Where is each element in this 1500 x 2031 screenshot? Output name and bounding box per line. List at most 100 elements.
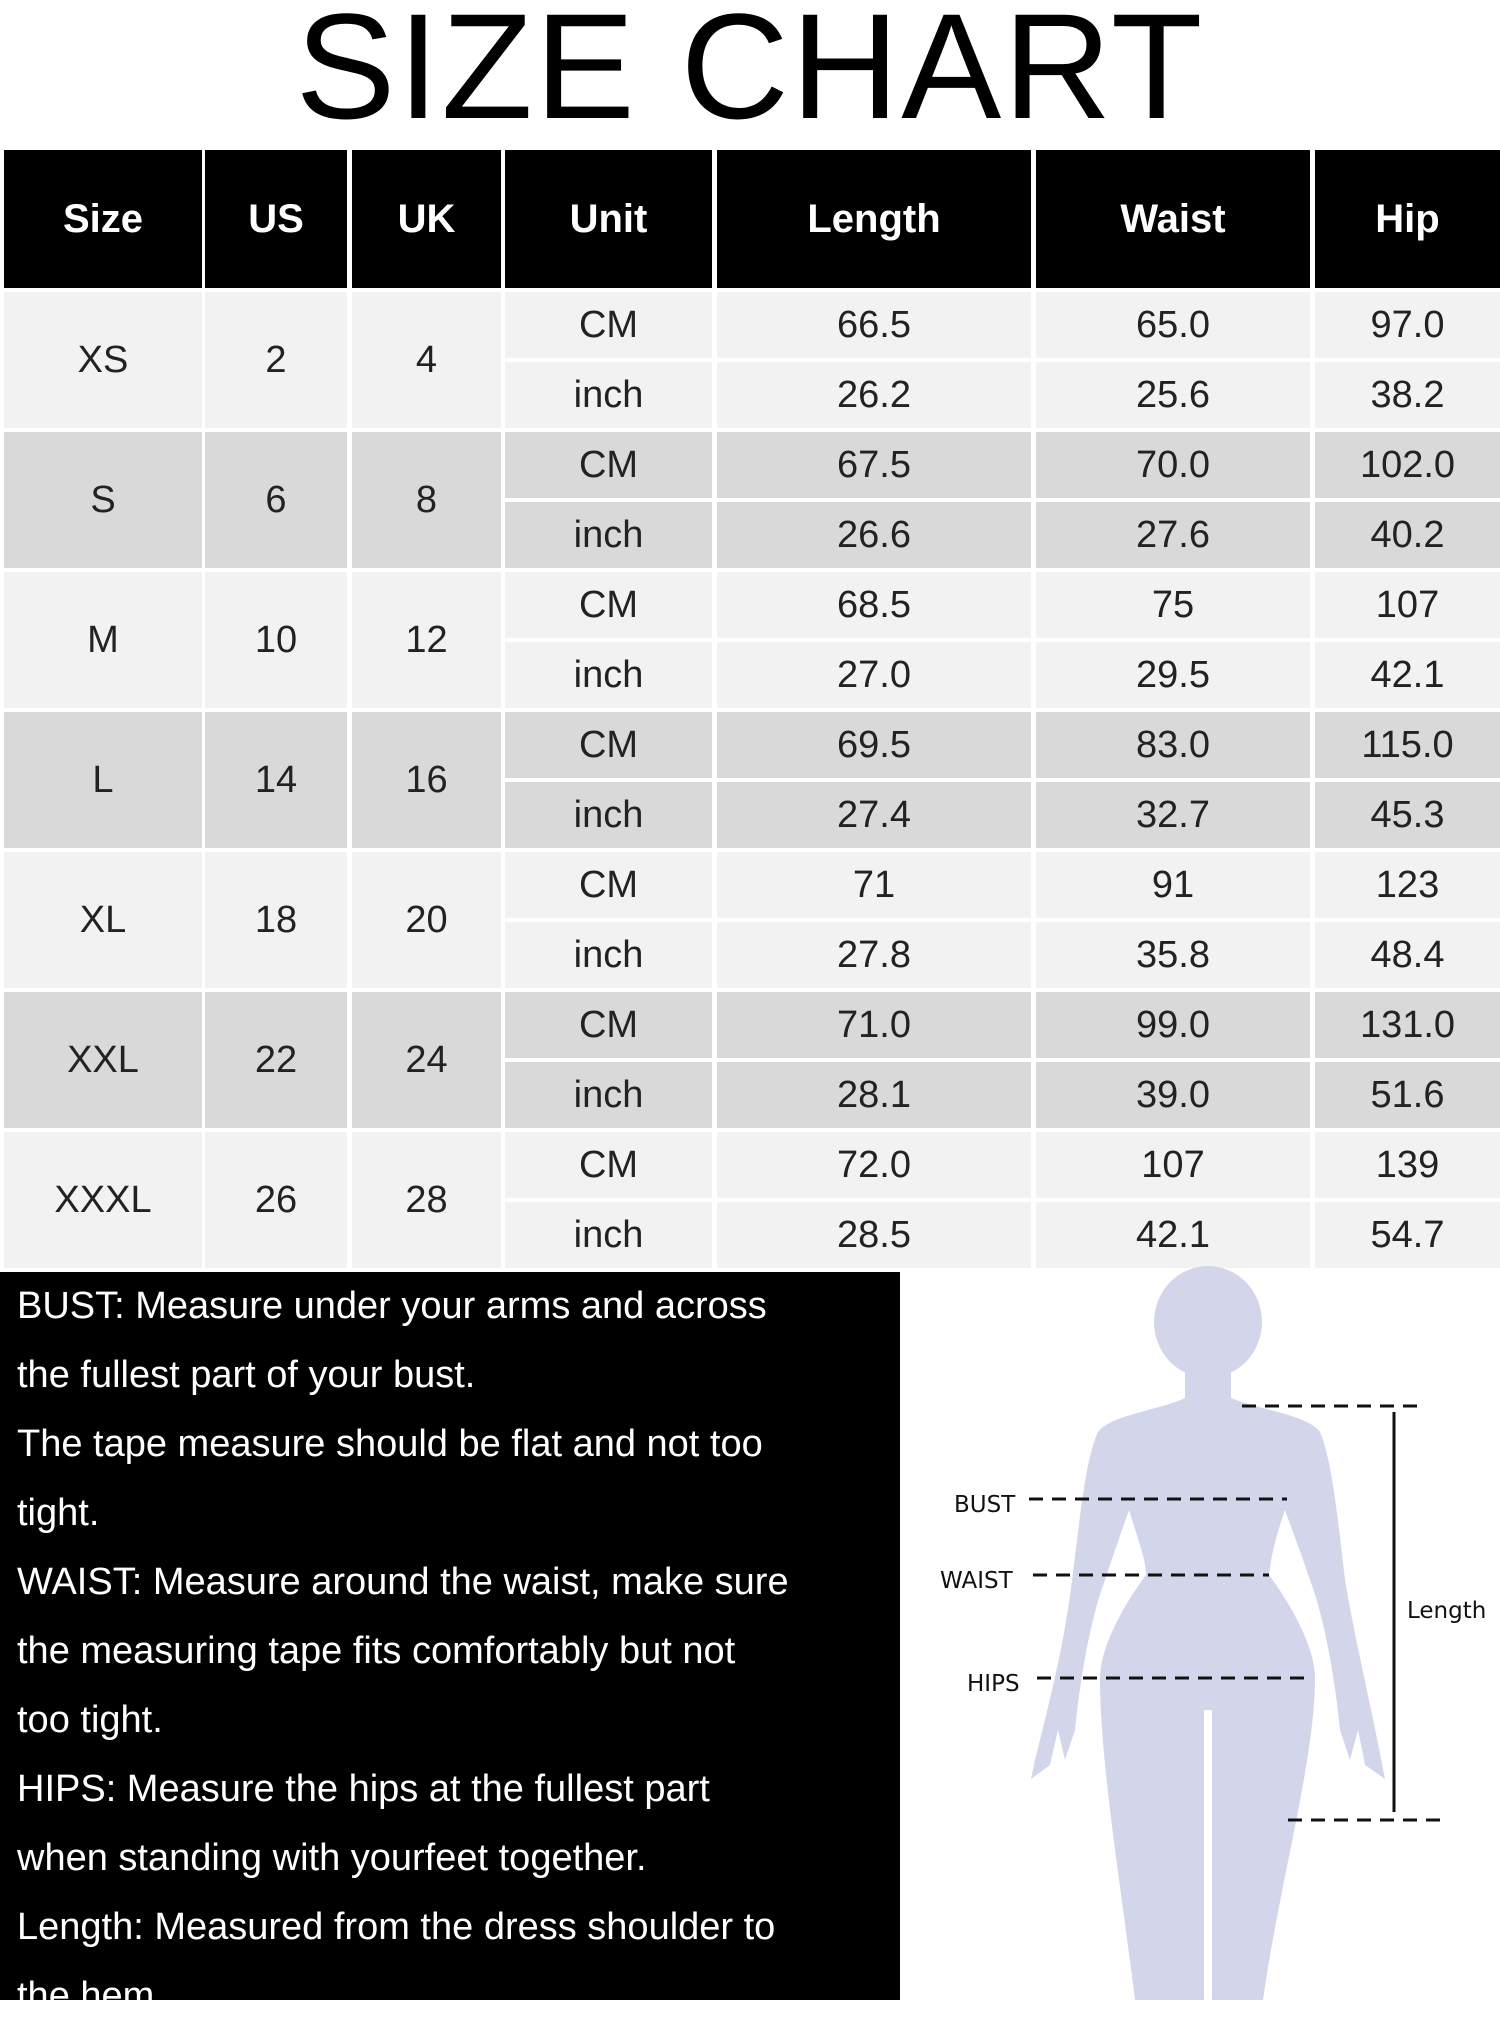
instruction-line: The tape measure should be flat and not … bbox=[17, 1423, 763, 1465]
figure-silhouette bbox=[1031, 1365, 1385, 2000]
body-measurement-figure: BUST WAIST HIPS Length bbox=[940, 1266, 1486, 2000]
cell-waist-cm: 65.0 bbox=[1036, 292, 1310, 358]
instruction-line: too tight. bbox=[17, 1699, 163, 1741]
instruction-line: BUST: Measure under your arms and across bbox=[17, 1285, 767, 1327]
cell-length-cm: 71 bbox=[717, 852, 1031, 918]
cell-length-cm: 69.5 bbox=[717, 712, 1031, 778]
cell-unit: CM bbox=[505, 1132, 712, 1198]
cell-length-inch: 28.1 bbox=[717, 1062, 1031, 1128]
cell-waist-inch: 29.5 bbox=[1036, 642, 1310, 708]
cell-uk: 24 bbox=[352, 992, 501, 1128]
hips-label: HIPS bbox=[967, 1671, 1020, 1697]
instruction-line: the measuring tape fits comfortably but … bbox=[17, 1630, 736, 1672]
cell-waist-inch: 35.8 bbox=[1036, 922, 1310, 988]
cell-unit: inch bbox=[505, 922, 712, 988]
instruction-line: Length: Measured from the dress shoulder… bbox=[17, 1906, 776, 1948]
cell-unit: inch bbox=[505, 1062, 712, 1128]
cell-hip-inch: 48.4 bbox=[1315, 922, 1500, 988]
cell-length-cm: 71.0 bbox=[717, 992, 1031, 1058]
cell-uk: 12 bbox=[352, 572, 501, 708]
cell-unit: CM bbox=[505, 852, 712, 918]
instruction-line: the hem. bbox=[17, 1975, 165, 2017]
cell-size: XXL bbox=[4, 992, 202, 1128]
cell-hip-inch: 40.2 bbox=[1315, 502, 1500, 568]
instruction-line: the fullest part of your bust. bbox=[17, 1354, 476, 1396]
header-hip: Hip bbox=[1315, 150, 1500, 288]
cell-uk: 28 bbox=[352, 1132, 501, 1268]
cell-size: S bbox=[4, 432, 202, 568]
bust-label: BUST bbox=[954, 1492, 1016, 1518]
cell-length-cm: 67.5 bbox=[717, 432, 1031, 498]
cell-hip-cm: 131.0 bbox=[1315, 992, 1500, 1058]
cell-hip-cm: 107 bbox=[1315, 572, 1500, 638]
header-uk: UK bbox=[352, 150, 501, 288]
measuring-instructions: BUST: Measure under your arms and across… bbox=[0, 1272, 900, 2017]
cell-waist-cm: 70.0 bbox=[1036, 432, 1310, 498]
cell-length-inch: 27.4 bbox=[717, 782, 1031, 848]
cell-waist-inch: 32.7 bbox=[1036, 782, 1310, 848]
cell-hip-inch: 51.6 bbox=[1315, 1062, 1500, 1128]
cell-unit: inch bbox=[505, 642, 712, 708]
cell-us: 18 bbox=[205, 852, 347, 988]
cell-us: 10 bbox=[205, 572, 347, 708]
cell-unit: CM bbox=[505, 712, 712, 778]
cell-size: XL bbox=[4, 852, 202, 988]
cell-unit: inch bbox=[505, 502, 712, 568]
cell-unit: CM bbox=[505, 432, 712, 498]
cell-length-inch: 27.0 bbox=[717, 642, 1031, 708]
figure-head bbox=[1154, 1266, 1262, 1378]
cell-hip-inch: 42.1 bbox=[1315, 642, 1500, 708]
cell-length-cm: 72.0 bbox=[717, 1132, 1031, 1198]
cell-waist-cm: 107 bbox=[1036, 1132, 1310, 1198]
cell-length-inch: 26.2 bbox=[717, 362, 1031, 428]
cell-uk: 8 bbox=[352, 432, 501, 568]
header-waist: Waist bbox=[1036, 150, 1310, 288]
cell-unit: inch bbox=[505, 782, 712, 848]
cell-hip-cm: 97.0 bbox=[1315, 292, 1500, 358]
waist-label: WAIST bbox=[940, 1568, 1014, 1594]
instruction-line: WAIST: Measure around the waist, make su… bbox=[17, 1561, 789, 1603]
length-label: Length bbox=[1407, 1598, 1486, 1624]
cell-uk: 20 bbox=[352, 852, 501, 988]
cell-length-inch: 26.6 bbox=[717, 502, 1031, 568]
cell-waist-cm: 83.0 bbox=[1036, 712, 1310, 778]
cell-length-cm: 68.5 bbox=[717, 572, 1031, 638]
cell-us: 22 bbox=[205, 992, 347, 1128]
cell-waist-cm: 75 bbox=[1036, 572, 1310, 638]
cell-hip-cm: 139 bbox=[1315, 1132, 1500, 1198]
cell-uk: 16 bbox=[352, 712, 501, 848]
cell-unit: CM bbox=[505, 572, 712, 638]
cell-length-inch: 28.5 bbox=[717, 1202, 1031, 1268]
cell-length-inch: 27.8 bbox=[717, 922, 1031, 988]
cell-us: 6 bbox=[205, 432, 347, 568]
cell-unit: CM bbox=[505, 992, 712, 1058]
instruction-line: when standing with yourfeet together. bbox=[17, 1837, 647, 1879]
cell-waist-inch: 27.6 bbox=[1036, 502, 1310, 568]
cell-size: L bbox=[4, 712, 202, 848]
cell-waist-cm: 99.0 bbox=[1036, 992, 1310, 1058]
cell-us: 26 bbox=[205, 1132, 347, 1268]
cell-uk: 4 bbox=[352, 292, 501, 428]
cell-size: M bbox=[4, 572, 202, 708]
cell-size: XS bbox=[4, 292, 202, 428]
cell-waist-cm: 91 bbox=[1036, 852, 1310, 918]
header-length: Length bbox=[717, 150, 1031, 288]
cell-us: 2 bbox=[205, 292, 347, 428]
cell-length-cm: 66.5 bbox=[717, 292, 1031, 358]
header-unit: Unit bbox=[505, 150, 712, 288]
cell-hip-inch: 38.2 bbox=[1315, 362, 1500, 428]
header-size: Size bbox=[4, 150, 202, 288]
cell-hip-inch: 45.3 bbox=[1315, 782, 1500, 848]
cell-size: XXXL bbox=[4, 1132, 202, 1268]
instruction-line: tight. bbox=[17, 1492, 100, 1534]
page-title: SIZE CHART bbox=[295, 0, 1205, 150]
cell-unit: inch bbox=[505, 362, 712, 428]
cell-waist-inch: 25.6 bbox=[1036, 362, 1310, 428]
cell-hip-inch: 54.7 bbox=[1315, 1202, 1500, 1268]
cell-us: 14 bbox=[205, 712, 347, 848]
cell-unit: CM bbox=[505, 292, 712, 358]
cell-waist-inch: 42.1 bbox=[1036, 1202, 1310, 1268]
instruction-line: HIPS: Measure the hips at the fullest pa… bbox=[17, 1768, 710, 1810]
header-us: US bbox=[205, 150, 347, 288]
cell-hip-cm: 102.0 bbox=[1315, 432, 1500, 498]
